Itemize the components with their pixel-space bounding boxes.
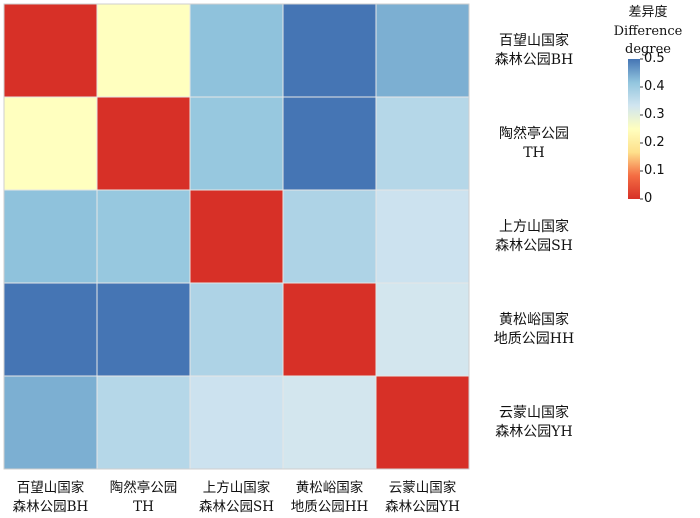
heatmap-border bbox=[3, 3, 470, 470]
column-label-1: 百望山国家 森林公园BH bbox=[12, 480, 89, 515]
heatmap-cell-r4-c1 bbox=[3, 282, 98, 377]
heatmap-cell-r3-c4 bbox=[282, 189, 377, 284]
heatmap-cell-r1-c3 bbox=[189, 3, 284, 98]
heatmap-cell-r5-c1 bbox=[3, 375, 98, 470]
row-label-3: 上方山国家 森林公园SH bbox=[495, 218, 573, 254]
legend-title-en: Difference degree bbox=[613, 24, 683, 57]
heatmap-cell-r2-c4 bbox=[282, 96, 377, 191]
heatmap-cell-r4-c5 bbox=[375, 282, 470, 377]
row-label-5: 云蒙山国家 森林公园YH bbox=[495, 404, 573, 440]
heatmap-cell-r4-c3 bbox=[189, 282, 284, 377]
heatmap-cell-r5-c5 bbox=[375, 375, 470, 470]
heatmap-cell-r3-c1 bbox=[3, 189, 98, 284]
heatmap-cell-r1-c1 bbox=[3, 3, 98, 98]
legend-tick-3: 0.3 bbox=[644, 107, 665, 122]
heatmap-cell-r4-c2 bbox=[96, 282, 191, 377]
color-bar-gradient bbox=[628, 59, 640, 199]
heatmap-cell-r2-c2 bbox=[96, 96, 191, 191]
column-label-2: 陶然亭公园 TH bbox=[109, 480, 178, 515]
heatmap-cell-r1-c2 bbox=[96, 3, 191, 98]
heatmap-cell-r3-c2 bbox=[96, 189, 191, 284]
heatmap-cell-r3-c5 bbox=[375, 189, 470, 284]
heatmap-cell-r2-c3 bbox=[189, 96, 284, 191]
legend-tick-6: 0 bbox=[644, 191, 653, 206]
column-label-3: 上方山国家 森林公园SH bbox=[198, 480, 275, 515]
row-label-4: 黄松峪国家 地质公园HH bbox=[493, 311, 575, 347]
heatmap-cell-r4-c4 bbox=[282, 282, 377, 377]
heatmap-cell-r5-c2 bbox=[96, 375, 191, 470]
column-label-4: 黄松峪国家 地质公园HH bbox=[290, 480, 369, 515]
color-bar bbox=[628, 58, 643, 200]
heatmap-cell-r5-c3 bbox=[189, 375, 284, 470]
legend-tick-5: 0.1 bbox=[644, 163, 665, 178]
legend-tick-2: 0.4 bbox=[644, 79, 665, 94]
heatmap-cell-r2-c1 bbox=[3, 96, 98, 191]
row-label-2: 陶然亭公园 TH bbox=[499, 125, 569, 161]
legend-tick-1: 0.5 bbox=[644, 51, 665, 66]
heatmap-cells bbox=[3, 3, 470, 470]
heatmap-cell-r5-c4 bbox=[282, 375, 377, 470]
row-label-1: 百望山国家 森林公园BH bbox=[494, 32, 574, 68]
heatmap-cell-r3-c3 bbox=[189, 189, 284, 284]
heatmap-cell-r1-c5 bbox=[375, 3, 470, 98]
legend-tick-4: 0.2 bbox=[644, 135, 665, 150]
heatmap-cell-r1-c4 bbox=[282, 3, 377, 98]
column-label-5: 云蒙山国家 森林公园YH bbox=[385, 480, 460, 515]
heatmap-cell-r2-c5 bbox=[375, 96, 470, 191]
legend-title-cn: 差异度 bbox=[628, 5, 668, 20]
